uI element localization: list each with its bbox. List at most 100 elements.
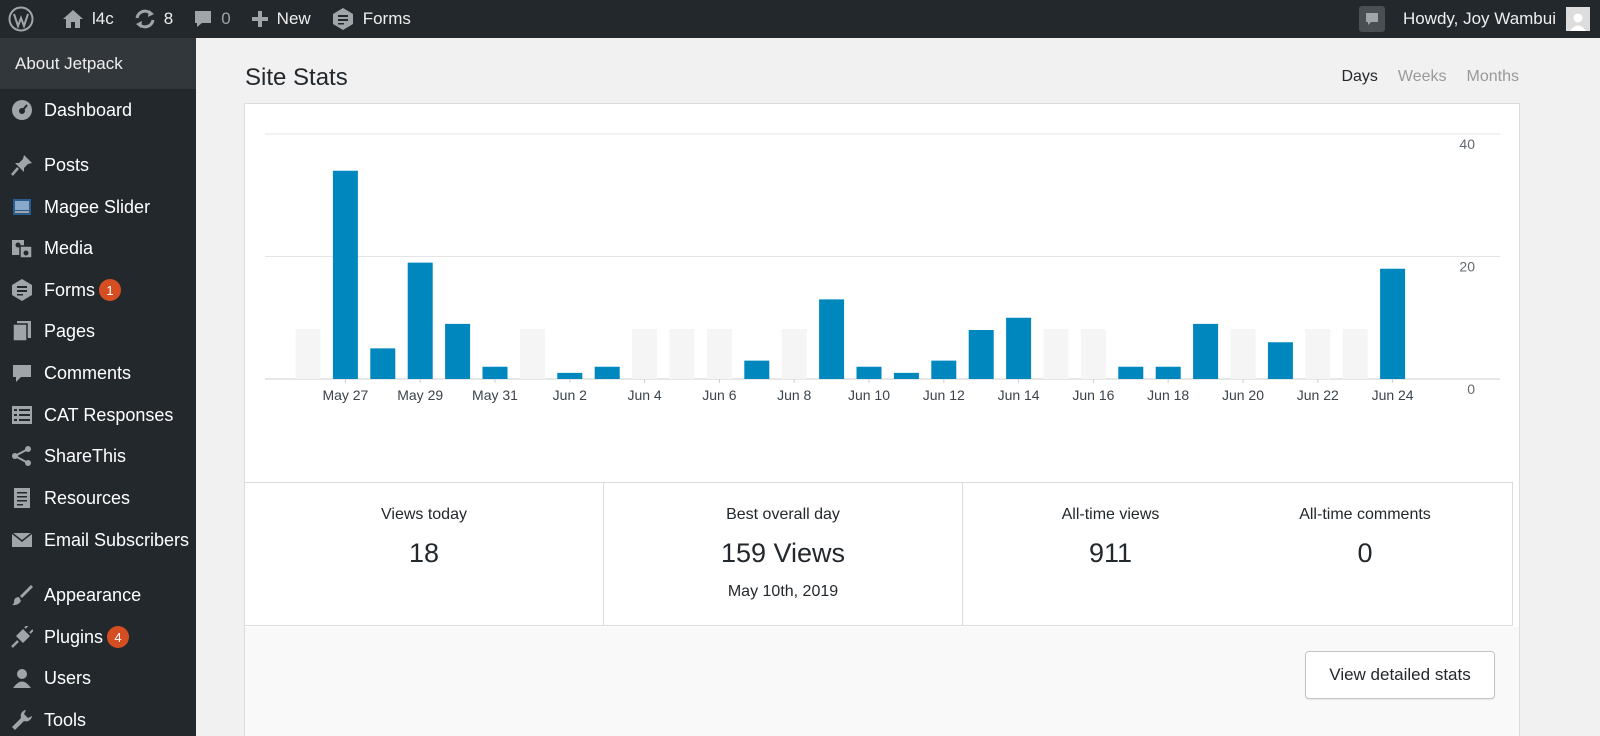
sidebar-item-media[interactable]: Media	[0, 228, 196, 268]
sidebar-item-label: Email Subscribers	[44, 529, 190, 550]
chart-bar	[482, 366, 508, 379]
chart-bar	[1380, 268, 1406, 379]
sidebar-item-label: Forms	[44, 279, 95, 300]
wrench-icon	[0, 709, 44, 731]
media-icon	[0, 237, 44, 259]
stat-value: 18	[408, 538, 440, 568]
my-account-link[interactable]: Howdy, Joy Wambui	[1393, 0, 1600, 38]
chart-bar	[968, 330, 994, 379]
admin-bar: l4c 8 0 New Forms	[0, 0, 1600, 38]
site-name-link[interactable]: l4c	[44, 0, 124, 38]
x-tick-label: Jun 20	[1222, 387, 1264, 403]
empty-day-shade	[519, 329, 545, 379]
x-tick-label: Jun 8	[777, 387, 811, 403]
wordpress-logo-button[interactable]	[0, 0, 44, 38]
empty-day-shade	[669, 329, 695, 379]
x-tick-label: May 29	[397, 387, 443, 403]
comment-icon	[195, 11, 212, 27]
x-tick-label: Jun 24	[1372, 387, 1414, 403]
sidebar-item-label: Posts	[44, 154, 90, 175]
stats-chart: May 27 May 29 May 31 Jun 2 Jun 4 Jun 6 Jun 8 Ju…	[245, 104, 1519, 482]
forms-count-badge: 1	[99, 279, 121, 301]
new-content-link[interactable]: New	[241, 0, 321, 38]
notifications-button[interactable]	[1351, 0, 1393, 38]
sidebar-item-posts[interactable]: Posts	[0, 145, 196, 185]
sidebar-item-label: Media	[44, 237, 94, 258]
x-tick-label: Jun 18	[1147, 387, 1189, 403]
sidebar-item-label: Magee Slider	[44, 196, 151, 217]
refresh-icon	[135, 9, 155, 29]
x-tick-label: Jun 4	[627, 387, 661, 403]
period-tabs: Days Weeks Months	[1321, 68, 1519, 86]
new-label: New	[276, 9, 311, 28]
updates-link[interactable]: 8	[124, 0, 183, 38]
sidebar-item-forms[interactable]: Forms 1	[0, 270, 196, 310]
sidebar-item-magee-slider[interactable]: Magee Slider	[0, 187, 196, 227]
sidebar-item-label: ShareThis	[44, 445, 127, 466]
stat-alltime-comments: All-time comments 0	[1258, 483, 1472, 625]
chart-bar	[856, 366, 882, 379]
empty-day-shade	[781, 329, 807, 379]
brush-icon	[0, 584, 44, 606]
stats-card: May 27 May 29 May 31 Jun 2 Jun 4 Jun 6 Jun 8 Ju…	[244, 103, 1520, 736]
notification-icon	[1365, 13, 1378, 25]
stat-label: Best overall day	[726, 506, 840, 523]
comment-icon	[0, 363, 44, 383]
empty-day-shade	[1043, 329, 1069, 379]
chart-bar	[1155, 366, 1181, 379]
comments-link[interactable]: 0	[183, 0, 240, 38]
stat-best-day: Best overall day 159 Views May 10th, 201…	[604, 483, 963, 625]
sidebar-item-dashboard[interactable]: Dashboard	[0, 90, 196, 130]
sidebar-item-plugins[interactable]: Plugins 4	[0, 617, 196, 657]
sidebar-item-users[interactable]: Users	[0, 658, 196, 698]
site-name: l4c	[92, 9, 114, 28]
empty-day-shade	[295, 329, 321, 379]
stat-value: 0	[1357, 538, 1373, 568]
user-avatar-icon	[1570, 13, 1586, 31]
page-title: Site Stats	[245, 64, 348, 91]
updates-count: 8	[163, 9, 174, 28]
stat-value: 911	[1088, 538, 1133, 568]
chart-bar	[594, 366, 620, 379]
slider-icon	[0, 198, 44, 216]
admin-sidebar: About Jetpack Dashboard Posts Magee Slid…	[0, 38, 196, 736]
sidebar-item-sharethis[interactable]: ShareThis	[0, 436, 196, 476]
y-tick-label: 20	[1459, 259, 1475, 275]
view-detailed-stats-button[interactable]: View detailed stats	[1305, 651, 1495, 699]
sidebar-item-cat-responses[interactable]: CAT Responses	[0, 395, 196, 435]
chart-bar	[445, 323, 471, 379]
sidebar-item-label: Resources	[44, 487, 131, 508]
y-tick-label: 0	[1467, 381, 1475, 397]
x-tick-label: Jun 22	[1297, 387, 1339, 403]
sidebar-item-tools[interactable]: Tools	[0, 700, 196, 736]
forms-label: Forms	[362, 9, 411, 28]
avatar	[1566, 7, 1590, 31]
empty-day-shade	[1342, 329, 1368, 379]
sidebar-item-email-subscribers[interactable]: Email Subscribers	[0, 520, 196, 560]
tab-days[interactable]: Days	[1341, 68, 1378, 85]
x-tick-label: Jun 12	[923, 387, 965, 403]
main-content: Site Stats Days Weeks Months May 27 May 2…	[196, 38, 1600, 736]
forms-link[interactable]: Forms	[321, 0, 421, 38]
sidebar-item-comments[interactable]: Comments	[0, 353, 196, 393]
x-tick-label: Jun 14	[998, 387, 1040, 403]
x-tick-label: Jun 6	[702, 387, 736, 403]
x-tick-label: May 31	[472, 387, 518, 403]
plus-icon	[251, 11, 268, 27]
stat-date: May 10th, 2019	[727, 583, 839, 600]
sidebar-item-resources[interactable]: Resources	[0, 478, 196, 518]
tab-months[interactable]: Months	[1466, 68, 1519, 85]
submenu-item-about-jetpack[interactable]: About Jetpack	[0, 38, 196, 89]
pin-icon	[0, 154, 44, 176]
home-icon	[63, 10, 83, 28]
pages-icon	[0, 320, 44, 342]
table-icon	[0, 405, 44, 425]
chart-bar	[931, 360, 957, 379]
chart-bar	[1267, 342, 1293, 379]
stat-label: Views today	[381, 506, 467, 523]
sidebar-item-appearance[interactable]: Appearance	[0, 575, 196, 615]
stat-label: All-time views	[1061, 506, 1160, 523]
tab-weeks[interactable]: Weeks	[1397, 68, 1447, 85]
submenu-label: About Jetpack	[15, 53, 123, 73]
sidebar-item-pages[interactable]: Pages	[0, 311, 196, 351]
